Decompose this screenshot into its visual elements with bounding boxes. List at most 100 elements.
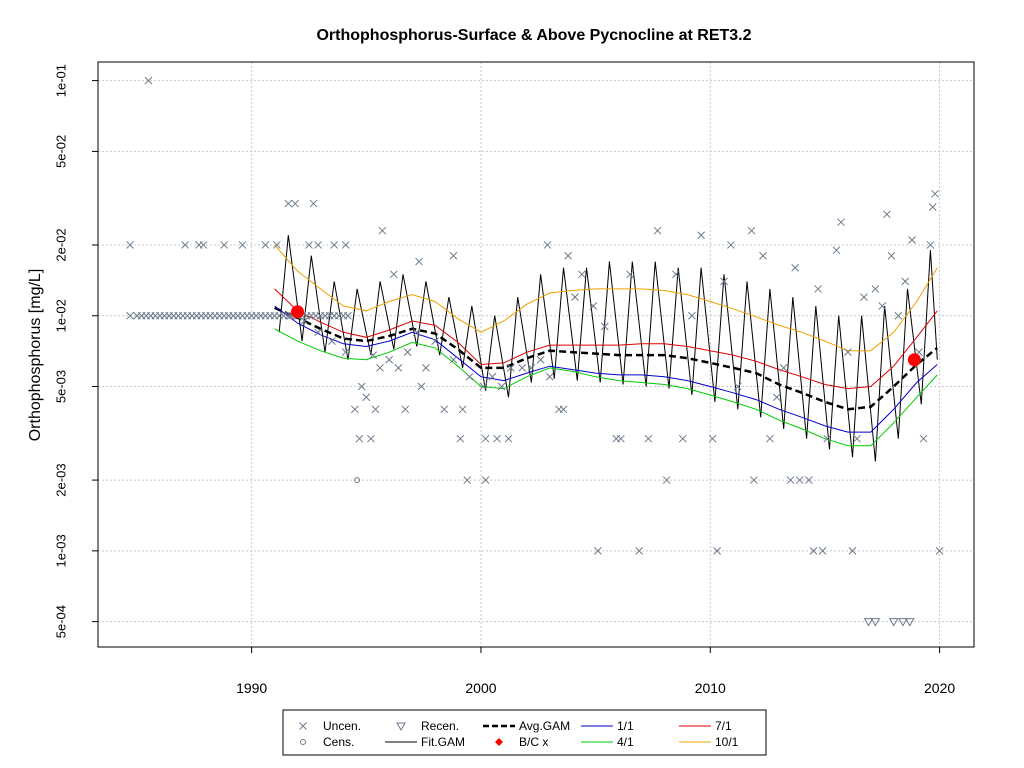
cross-stroke [350, 405, 359, 414]
uncensored-point [919, 434, 928, 443]
uncensored-point [697, 231, 705, 240]
uncensored-point [518, 364, 527, 372]
cross-stroke [626, 270, 634, 279]
cross-stroke [818, 546, 827, 555]
cross-stroke [871, 285, 880, 293]
series-layer [274, 235, 939, 462]
censored-point [354, 477, 361, 484]
cross-stroke [458, 405, 467, 414]
legend-label: Recen. [421, 719, 459, 733]
cross-stroke [479, 382, 488, 391]
legend-label: Uncen. [323, 719, 361, 733]
cross-stroke [126, 311, 134, 320]
cross-stroke [273, 241, 281, 249]
legend-label: Fit.GAM [421, 735, 465, 749]
cross-stroke [926, 241, 935, 249]
uncensored-point [795, 476, 804, 484]
uncensored-point [344, 311, 352, 320]
cross-stroke [662, 476, 671, 484]
uncensored-point [871, 285, 880, 293]
cross-stroke [543, 241, 552, 249]
uncensored-point [823, 434, 832, 443]
cross-stroke [431, 337, 439, 345]
recensored-point [904, 618, 915, 627]
y-axis-label: Orthophosphorus [mg/L] [27, 269, 44, 442]
chart-title: Orthophosphorus-Surface & Above Pycnocli… [316, 27, 751, 44]
uncensored-point [559, 405, 568, 414]
uncensored-point [126, 241, 134, 249]
legend-item: Uncen. [299, 719, 361, 733]
cross-stroke [860, 293, 868, 301]
recensored-point [863, 618, 874, 627]
cross-stroke [481, 476, 490, 484]
grid-lines [98, 62, 974, 647]
cross-stroke [369, 351, 378, 359]
uncensored-point [401, 405, 410, 414]
cross-stroke [300, 317, 309, 325]
uncensored-point [220, 241, 228, 249]
uncensored-point [772, 393, 781, 402]
uncensored-point [571, 293, 579, 301]
uncensored-point [747, 226, 756, 235]
cross-stroke [389, 270, 398, 279]
cross-stroke [564, 251, 572, 260]
uncensored-point [786, 476, 795, 484]
plot-area [97, 61, 975, 648]
cross-stroke [314, 241, 323, 249]
uncensored-point [894, 311, 903, 320]
legend-item: Fit.GAM [385, 735, 465, 749]
cross-stroke [536, 355, 545, 364]
cross-stroke [449, 355, 458, 364]
uncensored-point [626, 270, 634, 279]
uncensored-point [662, 476, 671, 484]
series-line-10-1 [274, 244, 938, 352]
legend-item: B/C x [495, 735, 548, 749]
uncensored-point [181, 241, 189, 249]
uncensored-point [126, 311, 134, 320]
uncensored-point [199, 241, 208, 249]
cross-stroke [578, 270, 586, 279]
y-tick-label: 1e-01 [53, 64, 68, 97]
cross-stroke [401, 405, 410, 414]
fit-gam-line [278, 235, 938, 462]
uncensored-point [463, 476, 472, 484]
cross-stroke [341, 348, 350, 357]
legend-symbol-diamond [495, 738, 503, 746]
cross-stroke [678, 434, 687, 443]
legend-label: 10/1 [715, 735, 739, 749]
bc-point [291, 305, 305, 319]
x-tick-label: 1990 [236, 680, 267, 696]
legend-item: Avg.GAM [483, 719, 570, 733]
cross-stroke [371, 405, 380, 414]
uncensored-point [305, 241, 313, 249]
cross-stroke [901, 277, 910, 286]
uncensored-point [238, 241, 247, 249]
cross-stroke [362, 393, 371, 402]
legend-item: 4/1 [581, 735, 634, 749]
y-tick-label: 5e-04 [53, 605, 68, 638]
legend-label: 7/1 [715, 719, 732, 733]
cross-stroke [594, 546, 602, 555]
uncensored-point [309, 199, 318, 208]
uncensored-point [291, 199, 300, 208]
uncensored-point [931, 189, 939, 198]
uncensored-point [749, 476, 758, 484]
uncensored-point [479, 382, 488, 391]
cross-stroke [616, 434, 625, 443]
legend-label: Avg.GAM [519, 719, 570, 733]
cross-stroke [589, 302, 598, 310]
cross-stroke [844, 348, 852, 357]
x-tick-label: 2000 [465, 680, 496, 696]
cross-stroke [456, 434, 465, 443]
uncensored-point [493, 434, 501, 443]
uncensored-point [314, 241, 323, 249]
uncensored-point [314, 328, 323, 337]
uncensored-point [481, 476, 490, 484]
cross-stroke [238, 241, 247, 249]
uncensored-point [837, 218, 845, 227]
cross-stroke [713, 546, 722, 555]
uncensored-point [328, 337, 336, 345]
cross-stroke [883, 210, 891, 219]
uncensored-point [341, 348, 350, 357]
uncensored-point [594, 546, 602, 555]
